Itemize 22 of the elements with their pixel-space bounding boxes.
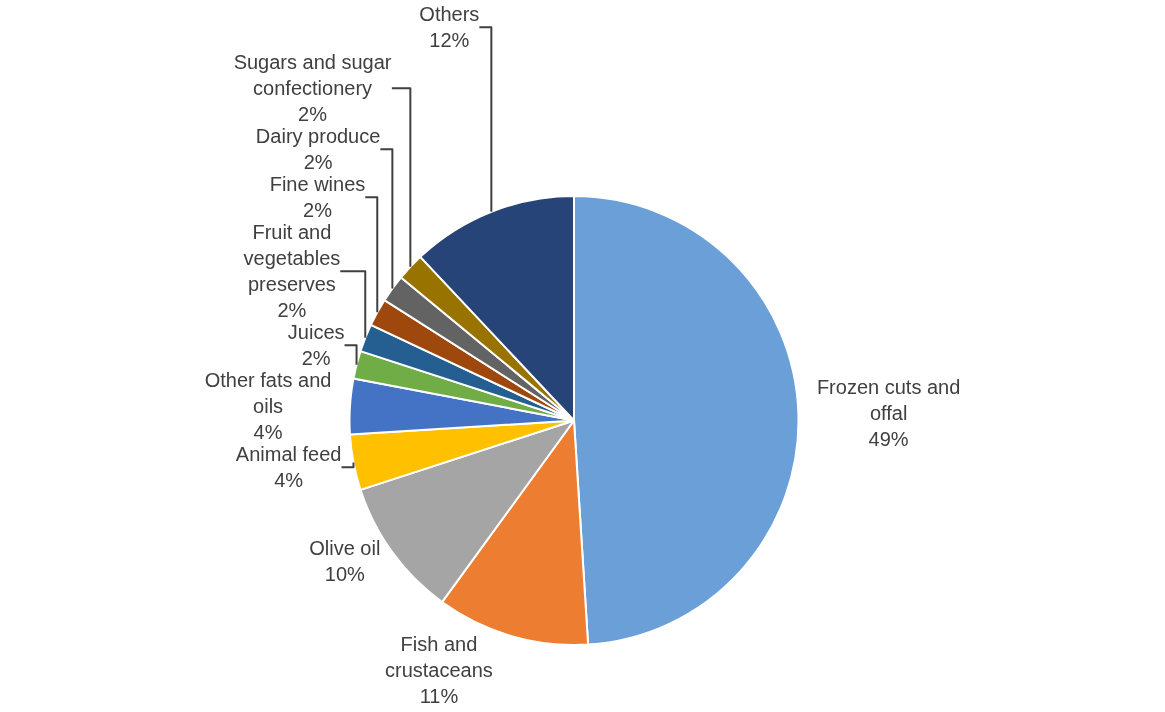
slice-label: Dairy produce [255,125,381,148]
slice-label: Sugars and sugar confectionery [233,51,392,100]
data-label: 10% [324,562,366,585]
data-label: 2% [303,199,333,222]
slice-label: Frozen cuts and offal [816,376,961,425]
slice-label: Fine wines [269,173,366,196]
data-label: 2% [298,103,328,126]
slice-label: Animal feed [235,443,342,466]
slice-label: Fruit and vegetables preserves [243,221,341,296]
data-label: 2% [277,299,307,322]
slice-label: Juices [287,321,345,344]
data-label: 49% [868,428,909,451]
slice-label: Olive oil [309,536,381,559]
slice-label: Others [419,3,480,26]
data-label: 4% [274,469,304,492]
data-label: 12% [429,29,470,52]
slice-label: Other fats and oils [204,369,332,418]
data-label: 2% [301,347,331,370]
data-label: 4% [253,421,283,444]
data-label: 11% [419,685,459,708]
data-label: 2% [303,151,333,174]
slice-label: Fish and crustaceans [385,633,493,682]
